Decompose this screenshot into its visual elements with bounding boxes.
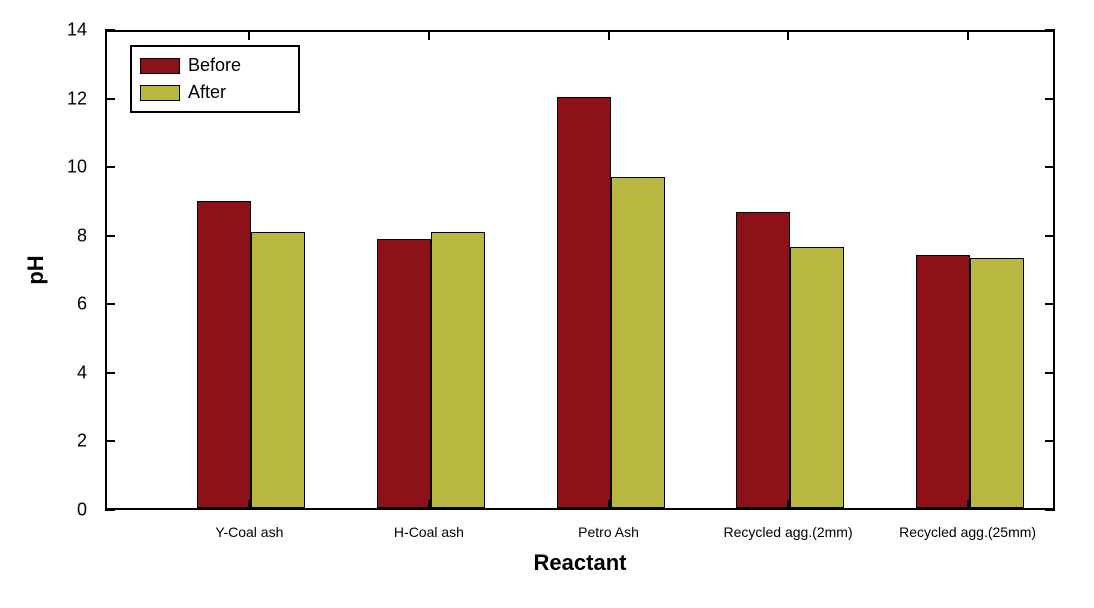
legend-swatch bbox=[140, 85, 180, 101]
x-tick bbox=[967, 500, 969, 510]
y-tick-label: 4 bbox=[0, 362, 87, 383]
x-tick bbox=[248, 500, 250, 510]
x-tick bbox=[787, 500, 789, 510]
legend-label: After bbox=[188, 82, 226, 103]
bar-after bbox=[970, 258, 1024, 508]
y-tick-label: 8 bbox=[0, 225, 87, 246]
y-tick bbox=[1045, 29, 1055, 31]
legend: Before After bbox=[130, 45, 300, 113]
y-tick bbox=[1045, 372, 1055, 374]
y-axis-title: pH bbox=[23, 255, 49, 284]
legend-item: After bbox=[140, 82, 290, 103]
legend-label: Before bbox=[188, 55, 241, 76]
bar-before bbox=[377, 239, 431, 508]
y-tick bbox=[105, 29, 115, 31]
x-tick bbox=[248, 30, 250, 40]
y-tick bbox=[1045, 98, 1055, 100]
y-tick bbox=[1045, 303, 1055, 305]
y-tick bbox=[1045, 235, 1055, 237]
y-tick bbox=[105, 235, 115, 237]
y-tick bbox=[105, 509, 115, 511]
y-tick bbox=[1045, 440, 1055, 442]
x-tick-label: H-Coal ash bbox=[394, 524, 464, 540]
bar-after bbox=[251, 232, 305, 508]
y-tick bbox=[105, 166, 115, 168]
bar-before bbox=[736, 212, 790, 508]
y-tick bbox=[1045, 509, 1055, 511]
y-tick bbox=[1045, 166, 1055, 168]
legend-item: Before bbox=[140, 55, 290, 76]
x-tick bbox=[608, 30, 610, 40]
x-tick bbox=[428, 30, 430, 40]
y-tick-label: 6 bbox=[0, 294, 87, 315]
ph-bar-chart: pH Reactant Before After 0 2 4 6 8 10 12 14 Y-Coa… bbox=[0, 0, 1094, 608]
x-tick-label: Recycled agg.(2mm) bbox=[723, 524, 852, 540]
y-tick-label: 12 bbox=[0, 88, 87, 109]
y-tick-label: 10 bbox=[0, 157, 87, 178]
legend-swatch bbox=[140, 58, 180, 74]
y-tick-label: 0 bbox=[0, 500, 87, 521]
x-tick bbox=[428, 500, 430, 510]
y-tick bbox=[105, 372, 115, 374]
x-tick bbox=[787, 30, 789, 40]
bar-before bbox=[197, 201, 251, 508]
bar-before bbox=[916, 255, 970, 508]
y-tick bbox=[105, 98, 115, 100]
x-tick bbox=[967, 30, 969, 40]
y-tick-label: 14 bbox=[0, 20, 87, 41]
x-tick-label: Petro Ash bbox=[578, 524, 639, 540]
bar-before bbox=[557, 97, 611, 508]
bar-after bbox=[431, 232, 485, 508]
x-tick-label: Y-Coal ash bbox=[215, 524, 283, 540]
x-tick-label: Recycled agg.(25mm) bbox=[899, 524, 1036, 540]
bar-after bbox=[790, 247, 844, 508]
x-axis-title: Reactant bbox=[534, 550, 627, 576]
y-tick bbox=[105, 303, 115, 305]
bar-after bbox=[611, 177, 665, 508]
x-tick bbox=[608, 500, 610, 510]
y-tick-label: 2 bbox=[0, 431, 87, 452]
y-tick bbox=[105, 440, 115, 442]
